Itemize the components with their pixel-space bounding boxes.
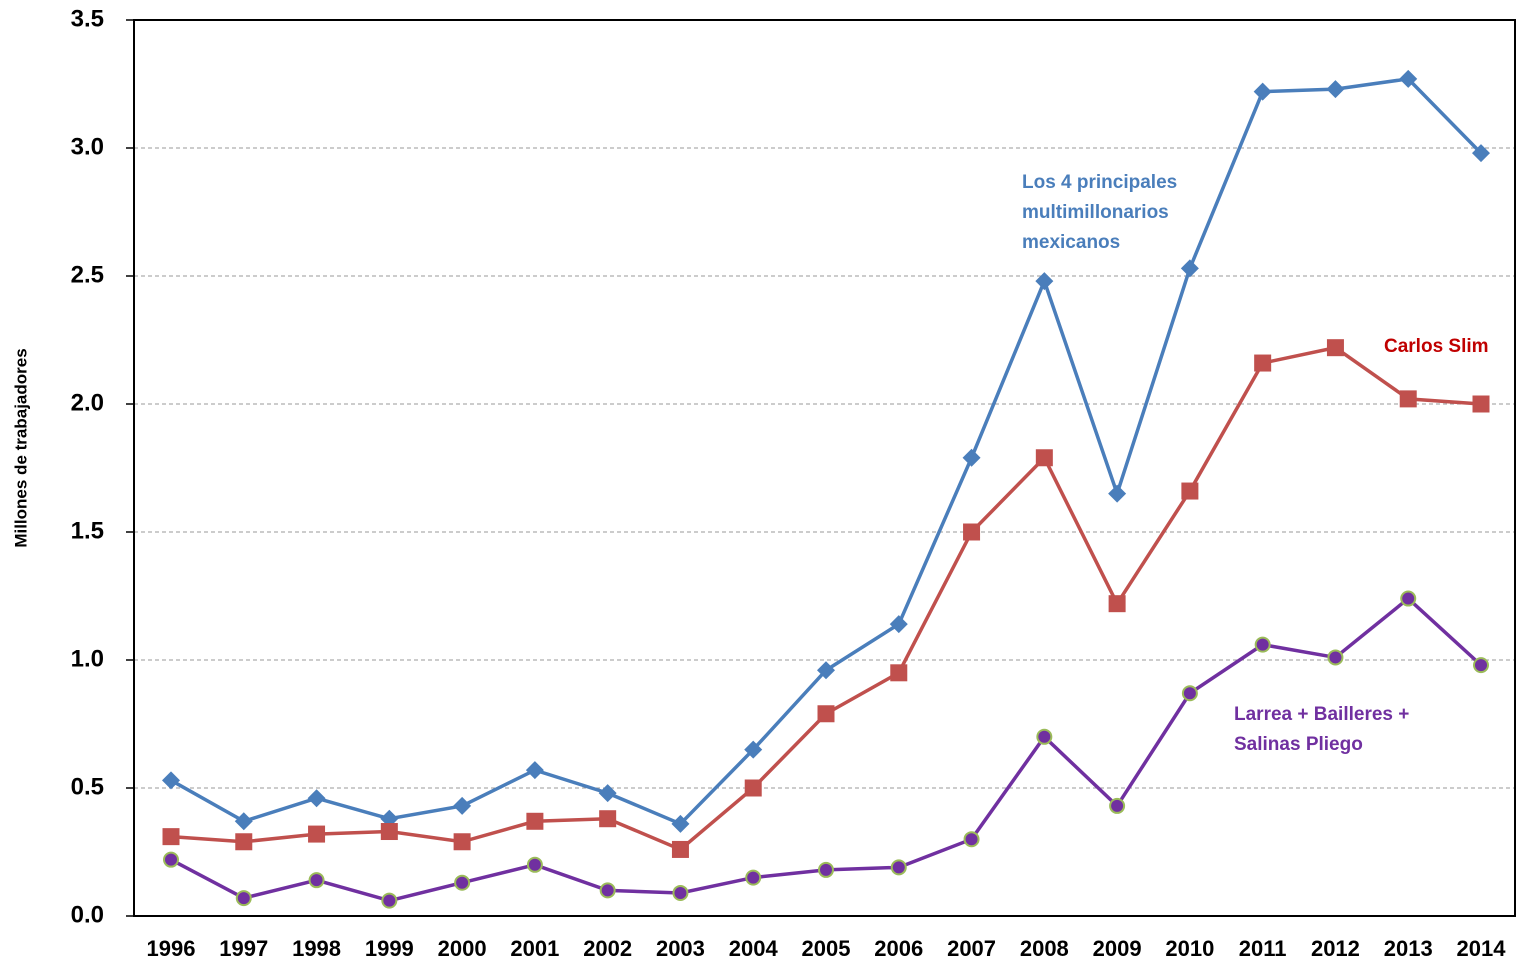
marker xyxy=(380,823,398,841)
marker xyxy=(453,833,471,851)
marker xyxy=(890,859,907,876)
marker xyxy=(817,705,835,723)
x-tick-label: 2003 xyxy=(656,936,705,961)
marker xyxy=(381,892,398,909)
marker xyxy=(526,812,544,830)
marker xyxy=(1180,259,1199,278)
x-tick-label: 2013 xyxy=(1384,936,1433,961)
marker xyxy=(453,796,472,815)
x-tick-label: 2007 xyxy=(947,936,996,961)
marker xyxy=(745,869,762,886)
marker xyxy=(1399,69,1418,88)
y-tick-label: 3.0 xyxy=(71,133,104,160)
y-tick-label: 2.5 xyxy=(71,261,104,288)
x-tick-label: 2010 xyxy=(1165,936,1214,961)
x-tick-label: 2004 xyxy=(729,936,779,961)
marker xyxy=(454,874,471,891)
y-tick-label: 1.5 xyxy=(71,517,104,544)
marker xyxy=(1253,82,1272,101)
marker xyxy=(599,882,616,899)
x-tick-label: 2012 xyxy=(1311,936,1360,961)
marker xyxy=(672,884,689,901)
x-tick-label: 2006 xyxy=(874,936,923,961)
marker xyxy=(1108,484,1127,503)
marker xyxy=(962,448,981,467)
x-tick-label: 2002 xyxy=(583,936,632,961)
x-tick-label: 2000 xyxy=(438,936,487,961)
x-tick-label: 1999 xyxy=(365,936,414,961)
y-tick-label: 0.0 xyxy=(71,901,104,928)
marker xyxy=(1326,339,1344,357)
marker xyxy=(308,825,326,843)
marker xyxy=(818,861,834,878)
marker xyxy=(598,784,617,803)
x-tick-label: 1996 xyxy=(147,936,196,961)
marker xyxy=(1035,449,1053,467)
marker xyxy=(671,840,689,858)
marker xyxy=(525,761,544,780)
marker xyxy=(889,615,908,634)
marker xyxy=(162,771,180,790)
marker xyxy=(1472,144,1490,163)
marker xyxy=(1036,728,1053,745)
x-tick-label: 2014 xyxy=(1457,936,1507,961)
marker xyxy=(163,851,179,868)
x-tick-label: 2001 xyxy=(510,936,559,961)
marker xyxy=(817,661,835,680)
x-tick-label: 1998 xyxy=(292,936,341,961)
marker xyxy=(308,872,325,889)
marker xyxy=(1473,657,1489,674)
y-tick-label: 1.0 xyxy=(71,645,104,672)
x-tick-label: 2009 xyxy=(1093,936,1142,961)
marker xyxy=(1399,390,1417,408)
x-tick-label: 2008 xyxy=(1020,936,1069,961)
y-tick-label: 2.0 xyxy=(71,389,104,416)
marker xyxy=(890,664,908,682)
marker xyxy=(1326,80,1345,99)
series-label: Los 4 principales multimillonarios mexic… xyxy=(1022,172,1178,253)
x-tick-label: 1997 xyxy=(219,936,268,961)
marker xyxy=(963,523,981,541)
marker xyxy=(1472,395,1490,413)
marker xyxy=(162,828,180,846)
series-label: Larrea + Bailleres + Salinas Pliego xyxy=(1234,704,1410,755)
marker xyxy=(526,856,543,873)
marker xyxy=(307,789,326,808)
marker xyxy=(235,890,252,907)
y-axis-title: Millones de trabajadores xyxy=(11,348,30,547)
series-line xyxy=(170,345,1482,852)
marker xyxy=(599,810,617,828)
marker xyxy=(1035,272,1054,291)
marker xyxy=(963,831,980,848)
marker xyxy=(1400,590,1417,607)
marker xyxy=(744,779,762,797)
plot-frame xyxy=(133,19,1516,917)
marker xyxy=(1108,595,1126,613)
marker xyxy=(744,740,763,759)
marker xyxy=(1254,636,1271,653)
y-tick-label: 0.5 xyxy=(71,773,104,800)
x-tick-label: 2005 xyxy=(802,936,851,961)
marker xyxy=(1109,797,1126,814)
y-tick-label: 3.5 xyxy=(71,5,104,32)
series-label: Carlos Slim xyxy=(1384,336,1489,357)
marker xyxy=(1327,649,1344,666)
marker xyxy=(234,812,253,831)
marker xyxy=(1181,685,1198,702)
marker xyxy=(671,814,690,833)
marker xyxy=(235,833,253,851)
marker xyxy=(1254,354,1272,372)
x-tick-label: 2011 xyxy=(1239,936,1287,961)
marker xyxy=(1181,482,1199,500)
